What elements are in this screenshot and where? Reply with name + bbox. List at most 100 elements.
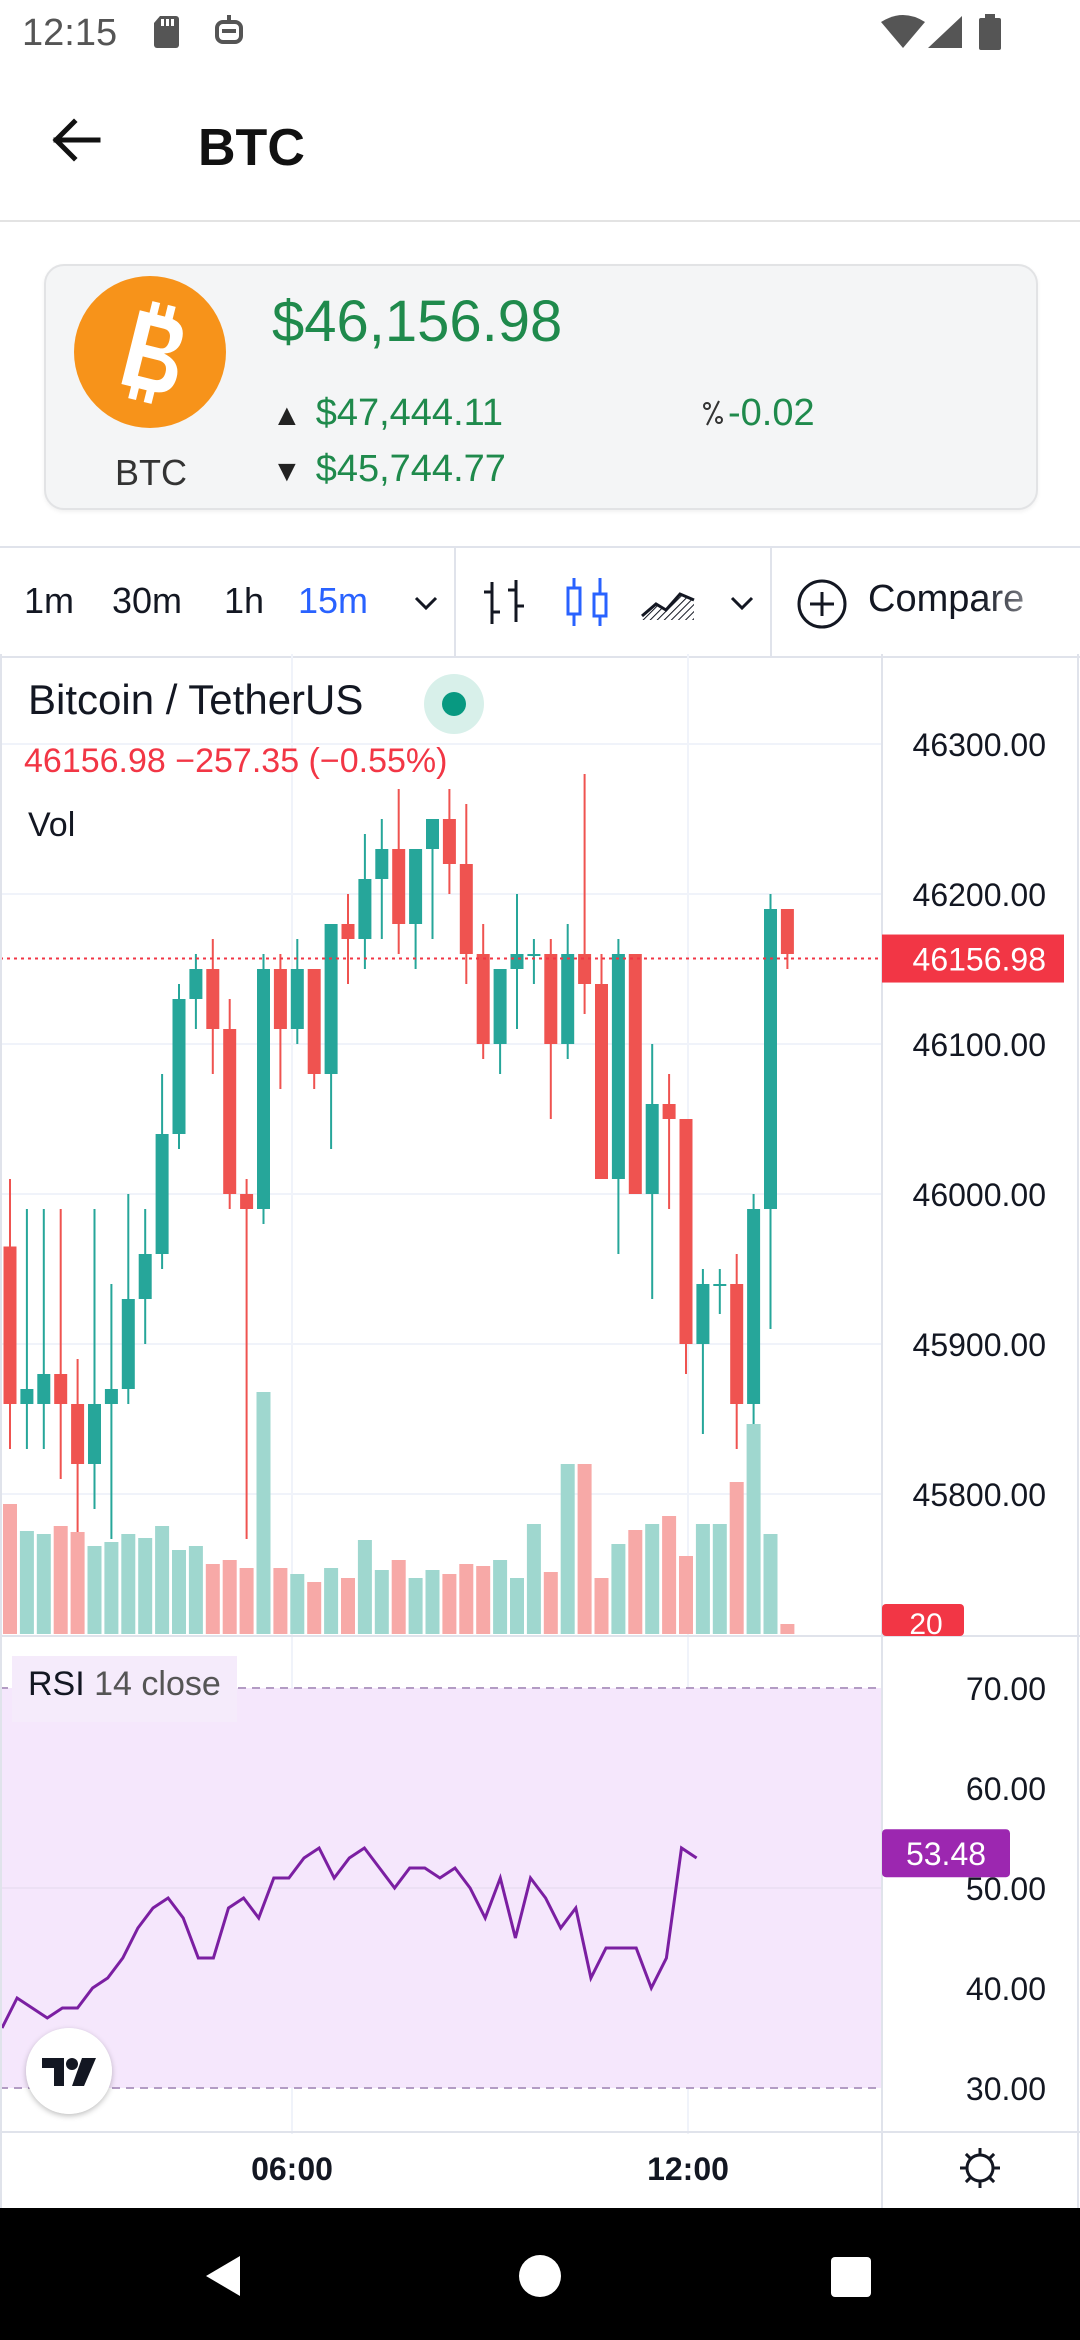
candle-body: [730, 1284, 744, 1404]
candle-body: [544, 954, 558, 1044]
timeframe-chevron-down-icon[interactable]: [410, 588, 442, 616]
volume-bar: [611, 1544, 626, 1634]
nav-recents-icon[interactable]: [830, 2256, 872, 2298]
add-circle-icon[interactable]: [796, 578, 848, 630]
rsi-tick-label: 70.00: [966, 1671, 1046, 1707]
market-status-indicator[interactable]: [424, 674, 484, 734]
candle-body: [595, 984, 608, 1179]
nav-home-icon[interactable]: [518, 2254, 562, 2298]
candle-chart-style-icon[interactable]: [562, 574, 612, 630]
candle-body: [324, 924, 338, 1074]
volume-bar: [594, 1578, 609, 1634]
toolbar-divider: [454, 548, 456, 656]
volume-bar: [53, 1526, 68, 1634]
percent-icon: [703, 400, 723, 426]
candle-body: [459, 864, 473, 954]
volume-bar: [222, 1560, 237, 1634]
price-card: BTC $46,156.98 ▲ $47,444.11 ▼ $45,744.77 -…: [44, 264, 1038, 510]
candle-body: [662, 1104, 676, 1119]
down-triangle-icon: ▼: [272, 455, 302, 488]
candle-body: [527, 954, 541, 956]
volume-bar: [19, 1531, 34, 1634]
volume-bar: [493, 1560, 508, 1634]
volume-bar: [87, 1546, 102, 1634]
back-arrow-icon[interactable]: [48, 112, 104, 168]
time-tick-label: 06:00: [251, 2151, 333, 2187]
candle-body: [392, 849, 406, 924]
price-tick-label: 46200.00: [913, 877, 1046, 913]
volume-bar: [374, 1570, 389, 1634]
candle-body: [561, 954, 575, 1044]
toolbar-fade: [980, 548, 1080, 652]
percent-change: -0.02: [702, 392, 815, 435]
candle-body: [307, 969, 321, 1074]
volume-badge-label: 20: [909, 1608, 942, 1641]
app-bar: BTC: [0, 66, 1080, 222]
timeframe-30m[interactable]: 30m: [112, 580, 183, 621]
rsi-name: RSI: [28, 1665, 85, 1703]
price-tick-label: 46300.00: [913, 727, 1046, 763]
volume-bar: [577, 1464, 592, 1634]
candle-body: [54, 1374, 68, 1404]
robot-icon: [215, 15, 243, 44]
rsi-line: [0, 1845, 698, 2029]
volume-badge: [882, 1604, 964, 1636]
volume-bar: [526, 1524, 541, 1634]
bar-chart-style-icon[interactable]: [480, 576, 530, 628]
price-chart[interactable]: 46300.00 46200.00 46100.00 46000.00 45900.00…: [0, 654, 1080, 2208]
candle-body: [780, 909, 794, 954]
chart-style-chevron-down-icon[interactable]: [726, 588, 758, 616]
volume-bar: [662, 1516, 677, 1634]
current-price-tag: [882, 934, 1064, 983]
timeframe-1h[interactable]: 1h: [224, 580, 265, 621]
up-triangle-icon: ▲: [272, 399, 302, 432]
volume-bar: [746, 1424, 761, 1634]
area-chart-style-icon[interactable]: [640, 580, 696, 624]
candle-body: [155, 1134, 169, 1254]
signal-icon: [928, 16, 962, 48]
volume-legend[interactable]: Vol: [28, 806, 76, 844]
volume-bar: [712, 1524, 727, 1634]
chart-symbol-title[interactable]: Bitcoin / TetherUS: [28, 676, 364, 723]
current-price: $46,156.98: [272, 289, 563, 354]
rsi-legend[interactable]: RSI 14 close: [12, 1656, 237, 1722]
volume-bar: [442, 1574, 457, 1634]
candle-body: [645, 1104, 659, 1194]
candle-body: [426, 819, 439, 849]
candle-body: [341, 924, 355, 939]
volume-bar: [425, 1570, 440, 1634]
price-tick-label: 45900.00: [913, 1327, 1046, 1363]
volume-bar: [324, 1568, 339, 1634]
volume-bar: [155, 1526, 170, 1634]
candle-body: [578, 954, 592, 984]
tradingview-logo-icon[interactable]: [26, 2028, 112, 2114]
candle-body: [493, 969, 507, 1044]
candle-body: [121, 1299, 135, 1389]
volume-bar: [645, 1524, 660, 1634]
candle-body: [71, 1404, 85, 1464]
volume-bar: [138, 1538, 153, 1634]
volume-bar: [3, 1504, 17, 1634]
coin-symbol: BTC: [115, 452, 187, 493]
day-high-value: $47,444.11: [315, 392, 504, 434]
bitcoin-logo-icon: [74, 276, 226, 428]
candle-body: [104, 1389, 118, 1404]
volume-bar: [104, 1542, 119, 1634]
price-tick-label: 46100.00: [913, 1027, 1046, 1063]
status-bar: 12:15: [0, 0, 1080, 66]
volume-bar: [205, 1564, 220, 1634]
volume-bar: [695, 1524, 710, 1634]
volume-bar: [188, 1546, 203, 1634]
sd-card-icon: [154, 16, 179, 48]
settings-gear-icon[interactable]: [960, 2148, 1000, 2188]
volume-bar: [729, 1482, 744, 1634]
volume-bar: [459, 1564, 474, 1634]
timeframe-1m[interactable]: 1m: [24, 580, 75, 621]
rsi-value-tag: [882, 1829, 1010, 1878]
candle-body: [189, 969, 203, 999]
candle-body: [611, 954, 625, 1179]
nav-back-icon[interactable]: [200, 2252, 246, 2300]
rsi-params: 14 close: [94, 1665, 221, 1703]
day-low-value: $45,744.77: [315, 448, 506, 490]
timeframe-15m[interactable]: 15m: [298, 580, 369, 621]
